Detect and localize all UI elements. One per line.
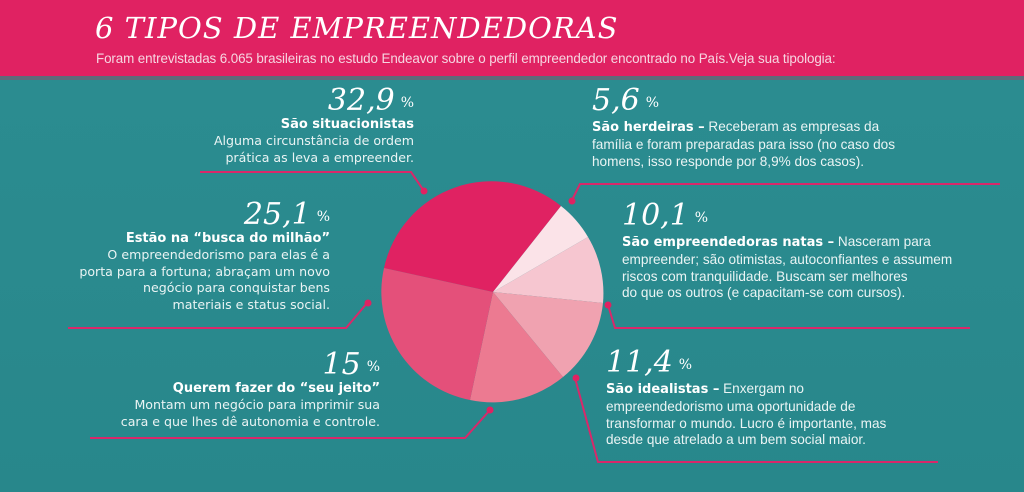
description-herdeiras: São herdeiras – Receberam as empresas da… <box>592 119 895 169</box>
connector-busca <box>68 301 369 329</box>
callout-herdeiras: 5,6% São herdeiras – Receberam as empres… <box>592 86 992 170</box>
slice-situacionistas <box>384 181 561 292</box>
slice-idealistas <box>493 292 603 377</box>
callout-natas: 10,1% São empreendedoras natas – Nascera… <box>622 201 1002 302</box>
connector-dot-natas <box>604 301 612 309</box>
title-herdeiras: São herdeiras – <box>592 120 705 135</box>
title-seu-jeito: Querem fazer do “seu jeito” <box>172 381 380 396</box>
percent-herdeiras: 5,6% <box>592 83 660 118</box>
title-idealistas: São idealistas – <box>606 382 720 397</box>
description-seu-jeito: Montam um negócio para imprimir sua cara… <box>120 397 380 429</box>
page-subtitle: Foram entrevistadas 6.065 brasileiras no… <box>96 51 836 66</box>
connector-dots <box>364 187 612 414</box>
connector-natas <box>607 304 970 329</box>
callout-seu-jeito: 15% Querem fazer do “seu jeito” Montam u… <box>80 350 380 430</box>
description-situacionistas: Alguma circunstância de ordem prática as… <box>213 133 414 165</box>
slice-seu-jeito <box>470 292 563 403</box>
connector-dot-busca <box>364 299 372 307</box>
connector-situacionistas <box>200 171 425 192</box>
connector-dot-seu-jeito <box>486 406 494 414</box>
callout-idealistas: 11,4% São idealistas – Enxergam no empre… <box>606 348 966 449</box>
description-idealistas: São idealistas – Enxergam no empreendedo… <box>606 381 887 448</box>
callout-situacionistas: 32,9% São situacionistas Alguma circunst… <box>180 86 414 166</box>
page-title: 6 TIPOS DE EMPREENDEDORAS <box>95 11 619 45</box>
header-divider <box>0 76 1024 80</box>
connector-dot-herdeiras <box>568 197 576 205</box>
title-natas: São empreendedoras natas – <box>622 235 835 250</box>
description-natas: São empreendedoras natas – Nasceram para… <box>622 234 953 301</box>
percent-idealistas: 11,4% <box>606 345 693 380</box>
connector-lines <box>68 171 1000 463</box>
percent-busca-milhao: 25,1% <box>243 197 330 232</box>
percent-situacionistas: 32,9% <box>327 83 414 118</box>
slice-natas <box>493 237 604 303</box>
percent-natas: 10,1% <box>622 198 709 233</box>
description-busca-milhao: O empreendedorismo para elas é a porta p… <box>79 247 330 312</box>
connector-herdeiras <box>571 183 1000 201</box>
pie-slices <box>381 181 604 403</box>
connector-seu-jeito <box>90 409 491 439</box>
slice-busca-milhao <box>381 268 493 400</box>
connector-idealistas <box>574 377 938 463</box>
title-busca-milhao: Estão na “busca do milhão” <box>125 231 330 246</box>
connector-dot-idealistas <box>572 374 580 382</box>
percent-seu-jeito: 15% <box>322 347 381 382</box>
connector-dot-situacionistas <box>420 187 428 195</box>
callout-busca-milhao: 25,1% Estão na “busca do milhão” O empre… <box>60 200 330 313</box>
title-situacionistas: São situacionistas <box>280 117 414 132</box>
slice-herdeiras <box>493 206 588 292</box>
header-banner <box>0 0 1024 76</box>
